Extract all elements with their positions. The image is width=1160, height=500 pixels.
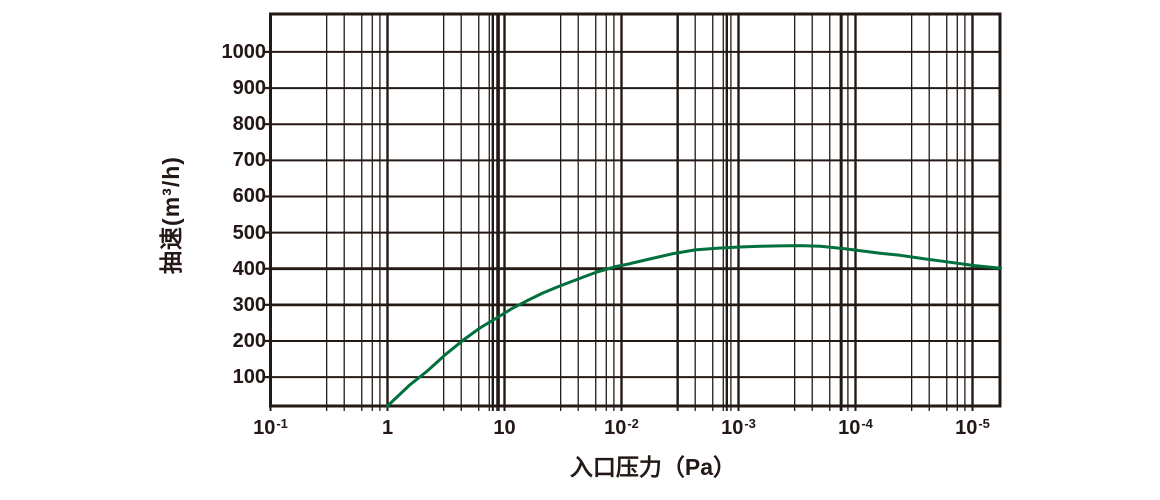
- y-tick-label: 200: [232, 329, 266, 352]
- y-tick-label: 100: [232, 366, 266, 389]
- x-tick-label: 1: [381, 417, 394, 439]
- x-tick-label: 10-3: [721, 415, 756, 439]
- y-tick-label: 300: [232, 293, 266, 316]
- y-tick-label: 800: [232, 113, 266, 136]
- y-tick-label: 1000: [221, 40, 267, 63]
- x-tick-label: 10: [493, 417, 516, 439]
- y-tick-label: 400: [232, 257, 266, 280]
- x-tick-label: 10-2: [604, 415, 639, 439]
- x-tick-label: 10-1: [253, 415, 288, 439]
- x-tick-label: 10-5: [955, 415, 990, 439]
- y-tick-label: 600: [232, 185, 266, 208]
- y-tick-label: 500: [232, 221, 266, 244]
- y-tick-label: 700: [232, 149, 266, 172]
- y-tick-label: 900: [232, 77, 266, 100]
- x-tick-label: 10-4: [838, 415, 873, 439]
- axis-border: [269, 12, 1002, 408]
- x-axis-title: 入口压力（Pa）: [569, 454, 737, 480]
- speed-curve: [386, 244, 1003, 408]
